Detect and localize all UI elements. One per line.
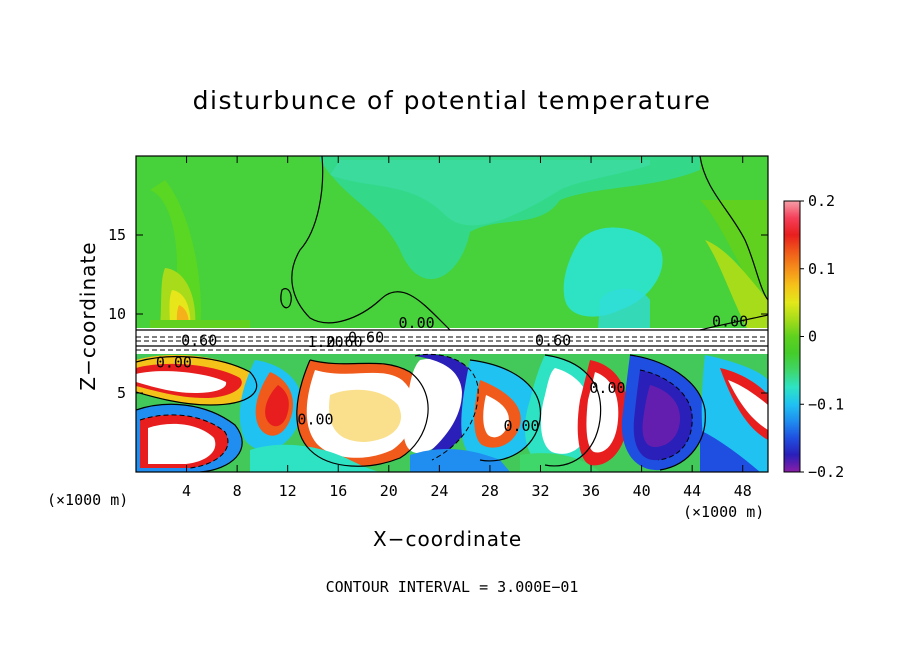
contour-label: 1.20 [308, 333, 344, 351]
x-unit-label-right: (×1000 m) [683, 503, 765, 521]
contour-interval-note: CONTOUR INTERVAL = 3.000E−01 [325, 578, 579, 596]
x-tick-label: 8 [233, 482, 242, 500]
y-tick-label: 5 [117, 384, 126, 402]
contour-label: 0.60 [535, 332, 571, 350]
contour-label: 0.00 [712, 313, 748, 331]
x-tick-label: 12 [279, 482, 297, 500]
x-tick-label: 24 [430, 482, 448, 500]
x-tick-label: 36 [582, 482, 600, 500]
contour-label: 0.00 [503, 417, 539, 435]
x-tick-label: 20 [380, 482, 398, 500]
colorbar-ticks: 0.2 0.1 0 −0.1 −0.2 [800, 192, 844, 481]
contour-label: 0.00 [297, 411, 333, 429]
colorbar-tick-label: −0.1 [808, 395, 844, 413]
x-tick-label: 4 [182, 482, 191, 500]
x-tick-label: 28 [481, 482, 499, 500]
x-axis-label: X−coordinate [373, 527, 523, 551]
y-axis-ticks: 5 10 15 [108, 226, 768, 402]
contour-label: 0.00 [156, 354, 192, 372]
contour-labels: 0.60 1.200.600.600.000.000.000.000.600.00… [156, 313, 748, 435]
contour-label: 0.60 [181, 332, 217, 350]
contour-label: 0.00 [399, 314, 435, 332]
x-tick-label: 32 [531, 482, 549, 500]
colorbar-gradient [783, 200, 801, 473]
chart-title: disturbunce of potential temperature [192, 86, 712, 115]
x-tick-label: 40 [633, 482, 651, 500]
y-tick-label: 15 [108, 226, 126, 244]
heatmap-field [136, 156, 768, 472]
colorbar-tick-label: 0 [808, 328, 817, 346]
x-axis-ticks: 4 8 12 16 20 24 28 32 36 40 44 48 [182, 156, 752, 500]
y-tick-label: 10 [108, 305, 126, 323]
colorbar: 0.2 0.1 0 −0.1 −0.2 [783, 192, 844, 481]
contour-label: 0.60 [348, 328, 384, 346]
x-tick-label: 44 [683, 482, 701, 500]
colorbar-tick-label: −0.2 [808, 463, 844, 481]
colorbar-tick-label: 0.2 [808, 192, 835, 210]
x-tick-label: 16 [329, 482, 347, 500]
contour-label: 0.60 [326, 333, 362, 351]
x-tick-label: 48 [734, 482, 752, 500]
contour-label: 0.00 [589, 379, 625, 397]
x-unit-label-left: (×1000 m) [47, 491, 129, 509]
colorbar-tick-label: 0.1 [808, 260, 835, 278]
